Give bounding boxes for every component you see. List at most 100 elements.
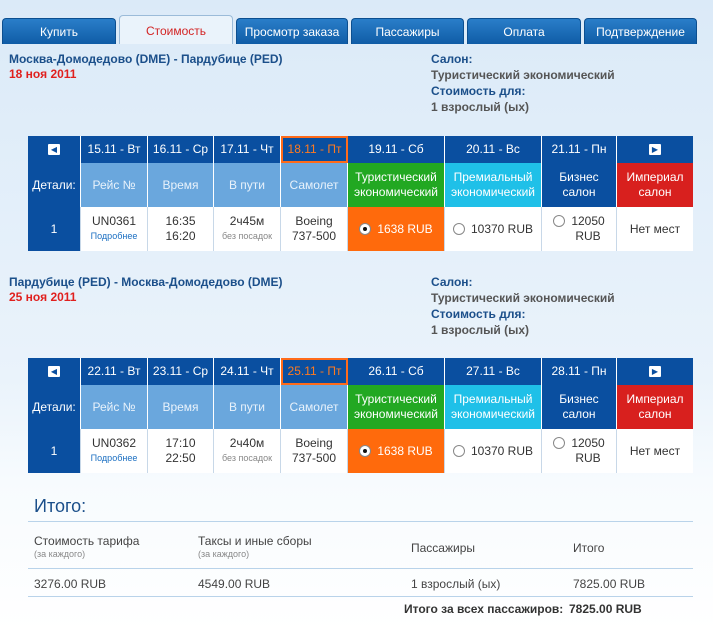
time-cell: 17:10 22:50 — [148, 429, 214, 473]
arrow-right-icon: ▶ — [649, 144, 661, 155]
radio-selected-icon[interactable] — [359, 223, 372, 235]
arrow-left-icon: ◀ — [48, 144, 60, 155]
col-tourist: Туристический экономический — [348, 163, 445, 207]
date-option[interactable]: 19.11 - Сб — [348, 136, 445, 163]
fare-price: 12050 RUB — [571, 214, 605, 243]
fare-business-option[interactable]: 12050 RUB — [542, 207, 617, 251]
radio-icon[interactable] — [553, 215, 566, 227]
departure-time: 17:10 — [165, 436, 196, 450]
date-option[interactable]: 22.11 - Вт — [81, 358, 148, 385]
tab-payment[interactable]: Оплата — [467, 18, 581, 44]
col-business: Бизнес салон — [542, 163, 617, 207]
summary-title: Итого: — [34, 496, 87, 516]
next-dates-button[interactable]: ▶ — [617, 136, 693, 163]
date-option-selected[interactable]: 18.11 - Пт — [281, 136, 348, 163]
prev-dates-button[interactable]: ◀ — [28, 136, 81, 163]
flight-number: UN0361 — [91, 214, 137, 228]
fare-imperial-cell: Нет мест — [617, 429, 693, 473]
details-link[interactable]: Подробнее — [90, 453, 138, 463]
fare-tourist-option[interactable]: 1638 RUB — [348, 429, 445, 473]
date-option[interactable]: 15.11 - Вт — [81, 136, 148, 163]
fare-sub-label: (за каждого) — [34, 549, 86, 559]
date-option[interactable]: 28.11 - Пн — [542, 358, 617, 385]
fare-price: 10370 RUB — [470, 443, 534, 458]
salon-value: Туристический экономический — [431, 291, 615, 305]
col-imperial: Империал салон — [617, 163, 693, 207]
date-option[interactable]: 23.11 - Ср — [148, 358, 214, 385]
col-business: Бизнес салон — [542, 385, 617, 429]
radio-icon[interactable] — [553, 437, 566, 449]
plane-make: Boeing — [295, 214, 333, 228]
fare-value: 3276.00 RUB — [34, 577, 107, 591]
details-number: 1 — [28, 207, 81, 251]
divider — [28, 596, 693, 597]
time-cell: 16:35 16:20 — [148, 207, 214, 251]
fare-price: 10370 RUB — [470, 221, 534, 236]
col-plane: Самолет — [281, 163, 348, 207]
tab-bar: Купить Стоимость Просмотр заказа Пассажи… — [0, 15, 713, 44]
duration-cell: 2ч45м без посадок — [214, 207, 281, 251]
plane-make: Boeing — [295, 436, 333, 450]
cost-value: 1 взрослый (ых) — [431, 323, 530, 337]
date-option[interactable]: 26.11 - Сб — [348, 358, 445, 385]
segment-2-date: 25 ноя 2011 — [9, 290, 77, 304]
details-link[interactable]: Подробнее — [90, 231, 138, 241]
taxes-value: 4549.00 RUB — [198, 577, 271, 591]
taxes-label: Таксы и иные сборы — [198, 534, 312, 548]
date-option[interactable]: 17.11 - Чт — [214, 136, 281, 163]
duration: 2ч40м — [229, 436, 265, 450]
fare-imperial-cell: Нет мест — [617, 207, 693, 251]
grand-total-value: 7825.00 RUB — [569, 602, 642, 616]
prev-dates-button[interactable]: ◀ — [28, 358, 81, 385]
col-plane: Самолет — [281, 385, 348, 429]
fare-premium-option[interactable]: 10370 RUB — [445, 207, 542, 251]
col-details: Детали: — [28, 385, 81, 429]
date-option-selected[interactable]: 25.11 - Пт — [281, 358, 348, 385]
date-option[interactable]: 20.11 - Вс — [445, 136, 542, 163]
total-value: 7825.00 RUB — [573, 577, 646, 591]
radio-selected-icon[interactable] — [359, 445, 372, 457]
tab-buy[interactable]: Купить — [2, 18, 116, 44]
arrival-time: 22:50 — [165, 451, 196, 465]
tab-order-review[interactable]: Просмотр заказа — [236, 18, 348, 44]
col-flight: Рейс № — [81, 163, 148, 207]
segment-1-title: Москва-Домодедово (DME) - Пардубице (PED… — [9, 52, 283, 66]
radio-icon[interactable] — [452, 445, 465, 457]
date-option[interactable]: 27.11 - Вс — [445, 358, 542, 385]
flight-row: 1 UN0361 Подробнее 16:35 16:20 2ч45м без… — [28, 207, 693, 251]
radio-icon[interactable] — [452, 223, 465, 235]
next-dates-button[interactable]: ▶ — [617, 358, 693, 385]
flight-number-cell: UN0361 Подробнее — [81, 207, 148, 251]
tab-price[interactable]: Стоимость — [119, 15, 233, 44]
tab-confirmation[interactable]: Подтверждение — [584, 18, 697, 44]
arrow-left-icon: ◀ — [48, 366, 60, 377]
arrow-right-icon: ▶ — [649, 366, 661, 377]
plane-model: 737-500 — [291, 229, 337, 243]
date-option[interactable]: 16.11 - Ср — [148, 136, 214, 163]
cost-label: Стоимость для: — [431, 84, 526, 98]
passengers-value: 1 взрослый (ых) — [411, 577, 501, 591]
departure-time: 16:35 — [165, 214, 196, 228]
col-tourist: Туристический экономический — [348, 385, 445, 429]
segment-1-info: Салон: Туристический экономический Стоим… — [431, 51, 615, 115]
fare-premium-option[interactable]: 10370 RUB — [445, 429, 542, 473]
col-flight: Рейс № — [81, 385, 148, 429]
salon-label: Салон: — [431, 52, 473, 66]
fare-business-option[interactable]: 12050 RUB — [542, 429, 617, 473]
col-imperial: Империал салон — [617, 385, 693, 429]
passengers-label: Пассажиры — [411, 541, 476, 555]
divider — [28, 521, 693, 522]
flight-row: 1 UN0362 Подробнее 17:10 22:50 2ч40м без… — [28, 429, 693, 473]
tab-passengers[interactable]: Пассажиры — [351, 18, 464, 44]
date-option[interactable]: 21.11 - Пн — [542, 136, 617, 163]
flight-number-cell: UN0362 Подробнее — [81, 429, 148, 473]
date-row: ◀ 15.11 - Вт 16.11 - Ср 17.11 - Чт 18.11… — [28, 136, 693, 163]
date-option[interactable]: 24.11 - Чт — [214, 358, 281, 385]
duration-cell: 2ч40м без посадок — [214, 429, 281, 473]
plane-model: 737-500 — [291, 451, 337, 465]
segment-2-info: Салон: Туристический экономический Стоим… — [431, 274, 615, 338]
salon-value: Туристический экономический — [431, 68, 615, 82]
fare-tourist-option[interactable]: 1638 RUB — [348, 207, 445, 251]
plane-cell: Boeing 737-500 — [281, 429, 348, 473]
col-time: Время — [148, 385, 214, 429]
